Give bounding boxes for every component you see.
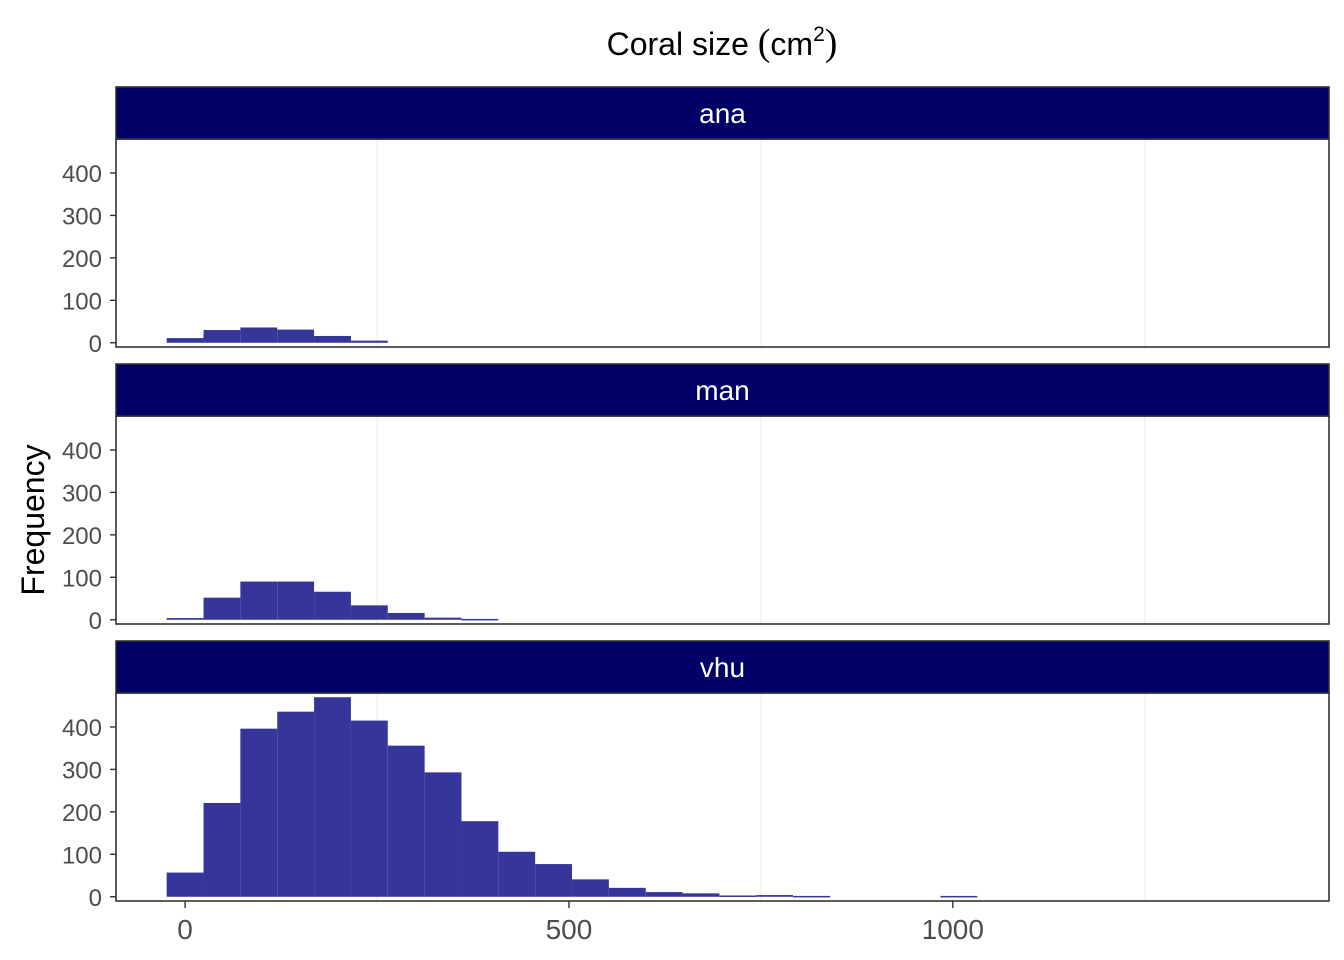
histogram-bar [240,327,278,343]
histogram-bar [350,720,388,897]
histogram-bar [719,895,757,897]
histogram-bar [314,335,351,343]
histogram-bar [350,340,388,343]
histogram-bar [645,892,683,897]
histogram-bar [572,879,609,897]
histogram-bar [166,338,204,343]
y-tick-label: 400 [62,438,102,465]
histogram-bar [277,581,315,620]
facet-panel-vhu: 0 100 200 300 400 vhu [62,640,1330,912]
y-tick-label: 100 [62,288,102,315]
y-tick-label: 400 [62,715,102,742]
histogram-bar [166,618,204,620]
facet-panel-man: 0 100 200 300 400 man [62,363,1330,635]
panel-background [116,139,1329,347]
facet-panels: 0 100 200 300 400 ana 0 100 200 300 400 man 0 100 200 3… [62,86,1330,912]
histogram-bar [461,618,499,621]
histogram-bar [535,864,573,897]
y-tick-label: 300 [62,203,102,230]
facet-strip [115,640,1330,694]
y-tick-label: 100 [62,565,102,592]
histogram-bar [793,895,830,898]
y-tick-label: 100 [62,842,102,869]
y-tick-label: 200 [62,800,102,827]
x-tick-label: 0 [177,914,193,945]
histogram-bar [461,821,499,897]
y-axis-label: Frequency [15,444,51,595]
y-tick-label: 0 [89,331,102,358]
histogram-bar [424,617,462,620]
histogram-bar [314,591,351,620]
y-tick-label: 300 [62,480,102,507]
y-tick-label: 200 [62,523,102,550]
histogram-bar [277,711,315,897]
histogram-bar [350,605,388,620]
chart-title: Coral size (cm2) [607,22,838,64]
y-tick-label: 300 [62,757,102,784]
y-tick-label: 200 [62,246,102,273]
histogram-bar [756,895,794,897]
y-tick-label: 0 [89,608,102,635]
facet-strip [115,363,1330,417]
histogram-bar [203,802,241,897]
histogram-bar [277,329,315,343]
facet-strip-label: vhu [700,652,745,683]
y-tick-label: 400 [62,161,102,188]
histogram-bar [498,851,536,897]
facet-strip [115,86,1330,140]
histogram-bar [240,728,278,897]
histogram-bar [166,872,204,897]
histogram-bar [608,887,646,897]
histogram-bar [387,745,425,897]
x-tick-label: 1000 [922,914,984,945]
histogram-bar [682,893,720,897]
facet-strip-label: man [695,375,749,406]
histogram-bar [387,612,425,620]
histogram-bar [424,772,462,897]
histogram-bar [240,581,278,620]
panel-background [116,416,1329,624]
histogram-bar [203,597,241,620]
facet-strip-label: ana [699,98,746,129]
histogram-bar [940,895,978,898]
x-axis: 0 500 1000 [177,901,984,945]
histogram-bar [203,330,241,343]
x-tick-label: 500 [546,914,593,945]
y-tick-label: 0 [89,885,102,912]
histogram-bar [314,697,351,897]
facet-panel-ana: 0 100 200 300 400 ana [62,86,1330,358]
